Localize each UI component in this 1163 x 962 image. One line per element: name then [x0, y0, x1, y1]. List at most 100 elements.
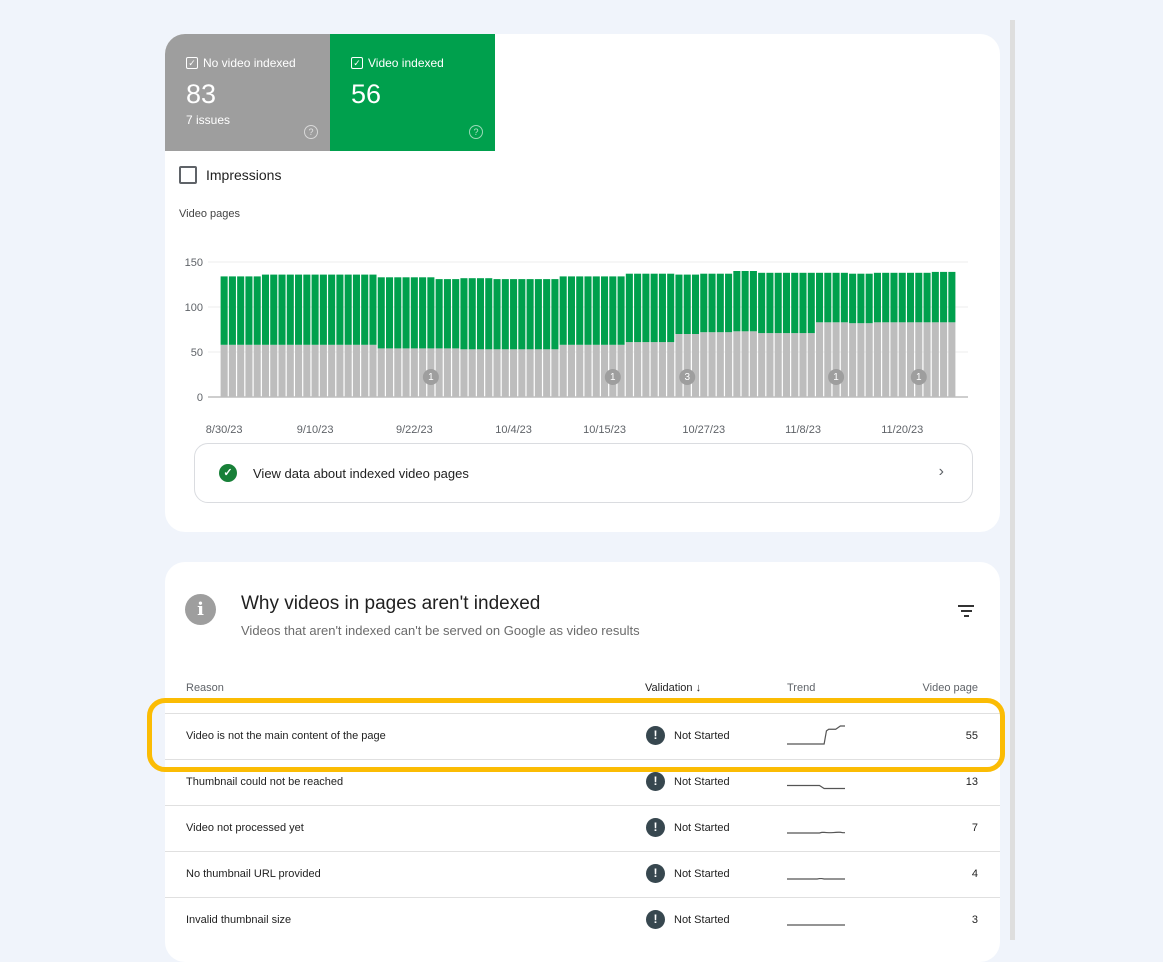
bar-video-indexed[interactable]: [824, 273, 831, 323]
bar-no-video-indexed[interactable]: [890, 322, 897, 397]
bar-no-video-indexed[interactable]: [460, 349, 467, 397]
bar-video-indexed[interactable]: [510, 279, 517, 349]
bar-no-video-indexed[interactable]: [378, 348, 385, 397]
bar-video-indexed[interactable]: [775, 273, 782, 333]
bar-video-indexed[interactable]: [543, 279, 550, 349]
bar-video-indexed[interactable]: [849, 274, 856, 324]
bar-no-video-indexed[interactable]: [824, 322, 831, 397]
bar-no-video-indexed[interactable]: [386, 348, 393, 397]
bar-no-video-indexed[interactable]: [485, 349, 492, 397]
bar-video-indexed[interactable]: [948, 272, 955, 322]
bar-video-indexed[interactable]: [460, 278, 467, 349]
bar-no-video-indexed[interactable]: [601, 345, 608, 397]
table-row[interactable]: Video not processed yet ! Not Started 7: [165, 805, 1000, 851]
bar-no-video-indexed[interactable]: [584, 345, 591, 397]
bar-video-indexed[interactable]: [312, 275, 319, 345]
bar-no-video-indexed[interactable]: [369, 345, 376, 397]
bar-video-indexed[interactable]: [369, 275, 376, 345]
bar-no-video-indexed[interactable]: [651, 342, 658, 397]
bar-no-video-indexed[interactable]: [725, 332, 732, 397]
bar-video-indexed[interactable]: [758, 273, 765, 333]
bar-video-indexed[interactable]: [626, 274, 633, 342]
bar-video-indexed[interactable]: [932, 272, 939, 322]
bar-no-video-indexed[interactable]: [568, 345, 575, 397]
bar-no-video-indexed[interactable]: [328, 345, 335, 397]
bar-no-video-indexed[interactable]: [394, 348, 401, 397]
bar-no-video-indexed[interactable]: [527, 349, 534, 397]
bar-no-video-indexed[interactable]: [411, 348, 418, 397]
bar-video-indexed[interactable]: [584, 276, 591, 344]
bar-video-indexed[interactable]: [659, 274, 666, 342]
bar-no-video-indexed[interactable]: [899, 322, 906, 397]
bar-video-indexed[interactable]: [493, 279, 500, 349]
bar-video-indexed[interactable]: [890, 273, 897, 323]
scrollbar[interactable]: [1010, 20, 1015, 940]
bar-video-indexed[interactable]: [262, 275, 269, 345]
bar-video-indexed[interactable]: [444, 279, 451, 348]
bar-no-video-indexed[interactable]: [924, 322, 931, 397]
bar-video-indexed[interactable]: [469, 278, 476, 349]
bar-no-video-indexed[interactable]: [816, 322, 823, 397]
bar-video-indexed[interactable]: [502, 279, 509, 349]
bar-video-indexed[interactable]: [237, 276, 244, 344]
bar-no-video-indexed[interactable]: [593, 345, 600, 397]
bar-video-indexed[interactable]: [717, 274, 724, 333]
annotation-marker[interactable]: 1: [911, 369, 927, 385]
bar-video-indexed[interactable]: [924, 273, 931, 323]
metric-video-indexed[interactable]: ✓Video indexed 56 ?: [330, 34, 495, 151]
bar-no-video-indexed[interactable]: [758, 333, 765, 397]
bar-no-video-indexed[interactable]: [948, 322, 955, 397]
bar-no-video-indexed[interactable]: [733, 331, 740, 397]
bar-no-video-indexed[interactable]: [940, 322, 947, 397]
bar-no-video-indexed[interactable]: [353, 345, 360, 397]
help-icon[interactable]: ?: [304, 125, 318, 139]
bar-no-video-indexed[interactable]: [750, 331, 757, 397]
bar-video-indexed[interactable]: [328, 275, 335, 345]
view-indexed-data-button[interactable]: ✓ View data about indexed video pages ›: [194, 443, 973, 503]
bar-video-indexed[interactable]: [692, 275, 699, 334]
bar-video-indexed[interactable]: [866, 274, 873, 324]
bar-no-video-indexed[interactable]: [551, 349, 558, 397]
bar-no-video-indexed[interactable]: [700, 332, 707, 397]
bar-no-video-indexed[interactable]: [287, 345, 294, 397]
bar-video-indexed[interactable]: [403, 277, 410, 348]
bar-no-video-indexed[interactable]: [692, 334, 699, 397]
bar-no-video-indexed[interactable]: [403, 348, 410, 397]
bar-no-video-indexed[interactable]: [618, 345, 625, 397]
bar-no-video-indexed[interactable]: [833, 322, 840, 397]
bar-video-indexed[interactable]: [799, 273, 806, 333]
bar-no-video-indexed[interactable]: [336, 345, 343, 397]
bar-video-indexed[interactable]: [593, 276, 600, 344]
bar-video-indexed[interactable]: [808, 273, 815, 333]
bar-video-indexed[interactable]: [270, 275, 277, 345]
bar-video-indexed[interactable]: [899, 273, 906, 323]
bar-no-video-indexed[interactable]: [808, 333, 815, 397]
bar-video-indexed[interactable]: [742, 271, 749, 331]
bar-video-indexed[interactable]: [882, 273, 889, 323]
bar-video-indexed[interactable]: [411, 277, 418, 348]
bar-video-indexed[interactable]: [345, 275, 352, 345]
annotation-marker[interactable]: 3: [679, 369, 695, 385]
bar-no-video-indexed[interactable]: [634, 342, 641, 397]
bar-video-indexed[interactable]: [568, 276, 575, 344]
bar-video-indexed[interactable]: [436, 279, 443, 348]
bar-video-indexed[interactable]: [452, 279, 459, 348]
bar-no-video-indexed[interactable]: [535, 349, 542, 397]
bar-no-video-indexed[interactable]: [245, 345, 252, 397]
bar-video-indexed[interactable]: [386, 277, 393, 348]
bar-no-video-indexed[interactable]: [452, 348, 459, 397]
bar-video-indexed[interactable]: [394, 277, 401, 348]
bar-no-video-indexed[interactable]: [932, 322, 939, 397]
bar-no-video-indexed[interactable]: [626, 342, 633, 397]
impressions-toggle[interactable]: Impressions: [179, 166, 281, 184]
bar-no-video-indexed[interactable]: [907, 322, 914, 397]
bar-no-video-indexed[interactable]: [775, 333, 782, 397]
bar-video-indexed[interactable]: [378, 277, 385, 348]
bar-video-indexed[interactable]: [684, 275, 691, 334]
table-row[interactable]: Thumbnail could not be reached ! Not Sta…: [165, 759, 1000, 805]
bar-no-video-indexed[interactable]: [857, 323, 864, 397]
bar-no-video-indexed[interactable]: [675, 334, 682, 397]
bar-video-indexed[interactable]: [320, 275, 327, 345]
bar-no-video-indexed[interactable]: [849, 323, 856, 397]
bar-no-video-indexed[interactable]: [518, 349, 525, 397]
